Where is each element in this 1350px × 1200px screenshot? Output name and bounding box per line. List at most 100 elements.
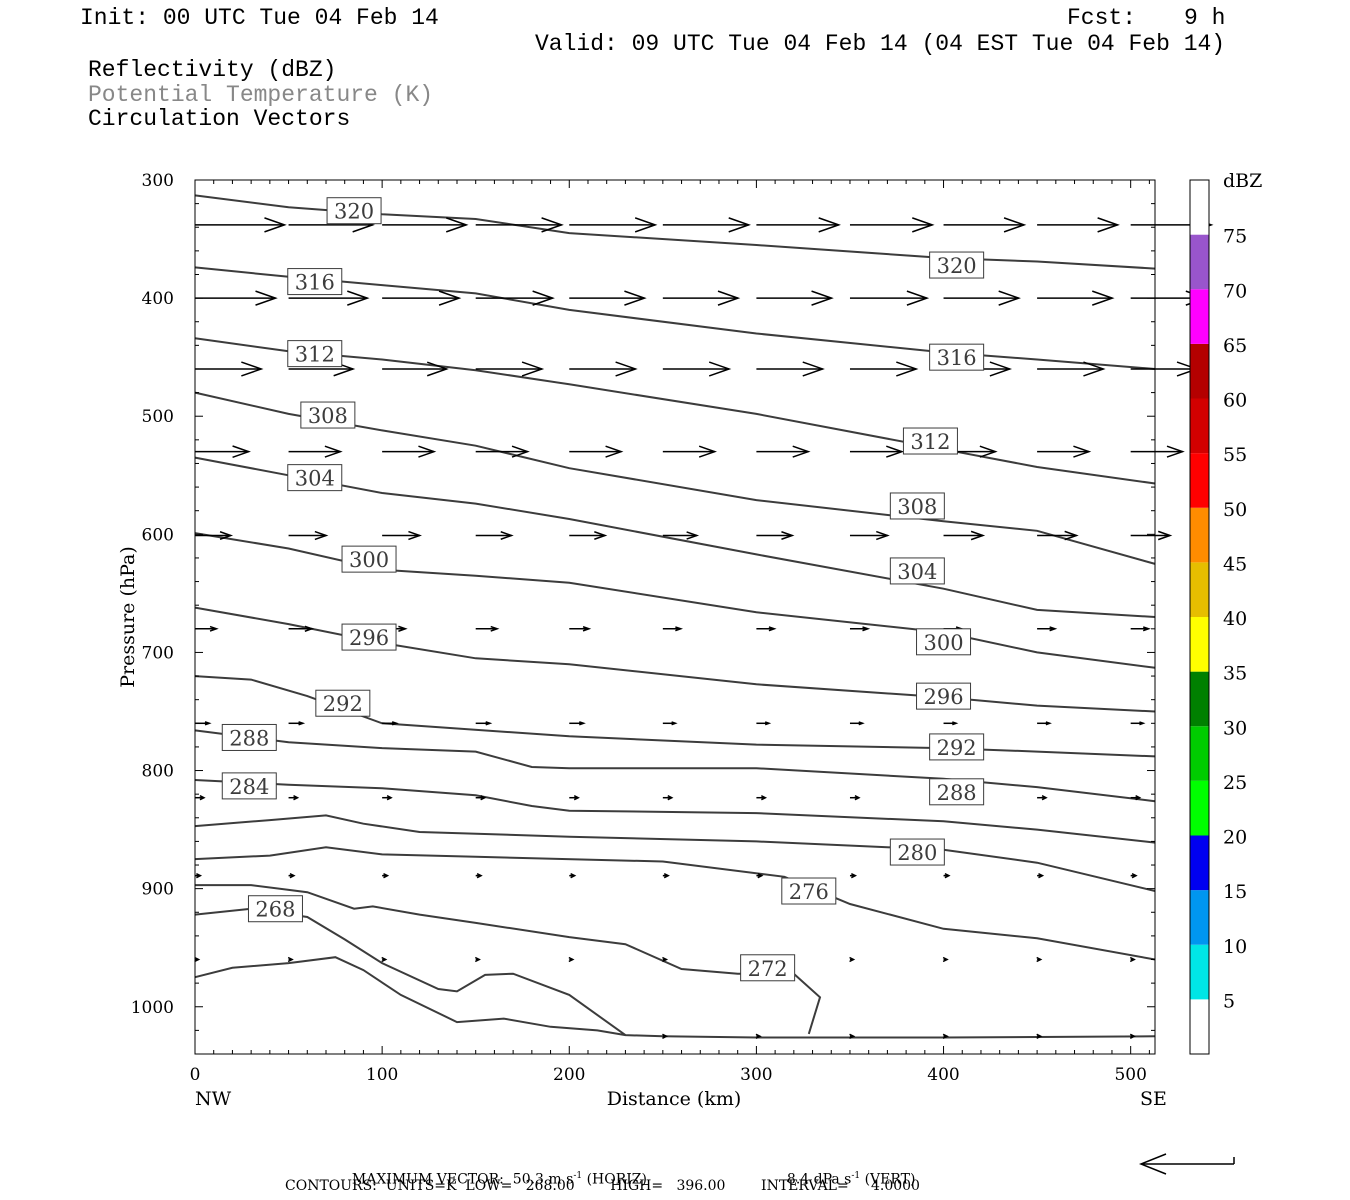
circulation-vector (849, 361, 919, 377)
y-tick-label: 700 (142, 643, 174, 663)
y-tick-label: 600 (142, 525, 174, 545)
circulation-vector (662, 795, 674, 801)
circulation-vector (475, 795, 487, 801)
circulation-vector (849, 956, 856, 963)
x-tick-label: 500 (1114, 1065, 1146, 1085)
circulation-vector (195, 531, 234, 540)
circulation-vector (849, 795, 861, 801)
y-tick-label: 300 (142, 171, 174, 191)
circulation-vector (569, 721, 586, 726)
colorbar-swatch (1190, 726, 1209, 781)
svg-text:296: 296 (349, 626, 389, 650)
contour-label: 312 (287, 340, 343, 368)
contour-label: 276 (781, 877, 837, 905)
circulation-vector (1130, 795, 1142, 801)
colorbar-swatch (1190, 289, 1209, 344)
circulation-vector (662, 956, 669, 963)
circulation-vector (288, 625, 315, 632)
svg-text:300: 300 (349, 548, 389, 572)
circulation-vector (942, 956, 949, 963)
circulation-vector (943, 872, 951, 879)
isentrope-296 (194, 606, 1156, 713)
colorbar-level-label: 50 (1223, 499, 1247, 521)
forecast-hours: 9 h (1184, 5, 1226, 31)
circulation-vector (756, 626, 777, 632)
colorbar-title: dBZ (1223, 170, 1262, 192)
circulation-vector (849, 217, 935, 233)
colorbar-level-label: 45 (1223, 553, 1247, 575)
circulation-vector (849, 445, 905, 458)
colorbar-swatch (1190, 562, 1209, 617)
circulation-vector (662, 290, 741, 306)
svg-text:304: 304 (897, 560, 937, 584)
circulation-vector (382, 721, 399, 726)
contour-label: 284 (221, 772, 277, 800)
circulation-vector (1037, 795, 1048, 801)
circulation-vector (195, 290, 278, 306)
horiz-tag: (HORIZ) (586, 1171, 647, 1188)
field-potential-temperature: Potential Temperature (K) (88, 82, 434, 108)
plot-frame (194, 179, 1156, 1055)
colorbar-swatch (1190, 180, 1209, 235)
isentrope-264 (194, 956, 1156, 1039)
contour-label: 268 (247, 895, 303, 923)
contour-label: 300 (916, 628, 972, 656)
colorbar-swatch (1190, 999, 1209, 1054)
circulation-vector (475, 361, 545, 377)
circulation-vector (849, 721, 865, 726)
circulation-vector (382, 290, 462, 306)
y-tick-label: 500 (142, 407, 174, 427)
circulation-vector (382, 530, 422, 541)
colorbar-level-label: 15 (1223, 881, 1247, 903)
circulation-vector (288, 795, 300, 801)
colorbar-level-label: 25 (1223, 772, 1247, 794)
circulation-vector (662, 1033, 669, 1039)
circulation-vector (1130, 872, 1138, 879)
circulation-vector (288, 530, 329, 541)
contour-label: 280 (889, 838, 945, 866)
contour-label: 296 (341, 623, 397, 651)
contour-label: 304 (889, 557, 945, 585)
axes-layer: 300 400 500 600 700 800 900 1000 0 100 200 300 400 50… (131, 171, 1155, 1085)
circulation-vector (756, 361, 825, 377)
circulation-vector (662, 626, 683, 632)
isentrope-280 (194, 814, 1156, 892)
contour-label-layer: 320 316 312 308 304 300 296 292 288 284 320 316 312 3… (221, 197, 985, 982)
colorbar-level-label: 55 (1223, 444, 1247, 466)
init-time: Init: 00 UTC Tue 04 Feb 14 (80, 5, 439, 31)
circulation-vector (1130, 530, 1173, 541)
colorbar-swatch (1190, 944, 1209, 1000)
colorbar-level-label: 60 (1223, 390, 1247, 412)
circulation-vector (1129, 1033, 1136, 1039)
x-tick-label: 200 (553, 1065, 585, 1085)
circulation-vector (756, 290, 834, 306)
isentrope-284 (194, 779, 1156, 844)
circulation-vector (475, 872, 483, 879)
circulation-vector (195, 217, 287, 233)
circulation-vector (569, 445, 624, 458)
circulation-vector (474, 956, 481, 963)
colorbar-level-label: 20 (1223, 827, 1247, 849)
x-tick-label: 400 (927, 1065, 959, 1085)
svg-text:288: 288 (229, 726, 269, 750)
svg-text:316: 316 (295, 271, 335, 295)
circulation-vector (288, 290, 370, 306)
svg-text:312: 312 (295, 343, 335, 367)
circulation-vector (756, 445, 811, 458)
svg-text:316: 316 (937, 346, 977, 370)
forecast-label: Fcst: (1067, 5, 1137, 31)
circulation-vector (568, 956, 575, 963)
circulation-vector (942, 1033, 949, 1039)
circulation-vector (288, 721, 306, 726)
field-reflectivity: Reflectivity (dBZ) (88, 57, 337, 83)
circulation-vector (475, 445, 530, 458)
colorbar-level-label: 75 (1223, 226, 1247, 248)
horiz-max-value: 50.3 m s (512, 1171, 574, 1188)
circulation-vector (382, 872, 390, 879)
vert-max-line: 8.4 dPa s-1 (VERT) (778, 1158, 916, 1187)
svg-text:284: 284 (229, 775, 269, 799)
circulation-vector (382, 445, 437, 458)
x-right-end-label: SE (1140, 1088, 1167, 1110)
y-tick-label: 800 (142, 762, 174, 782)
